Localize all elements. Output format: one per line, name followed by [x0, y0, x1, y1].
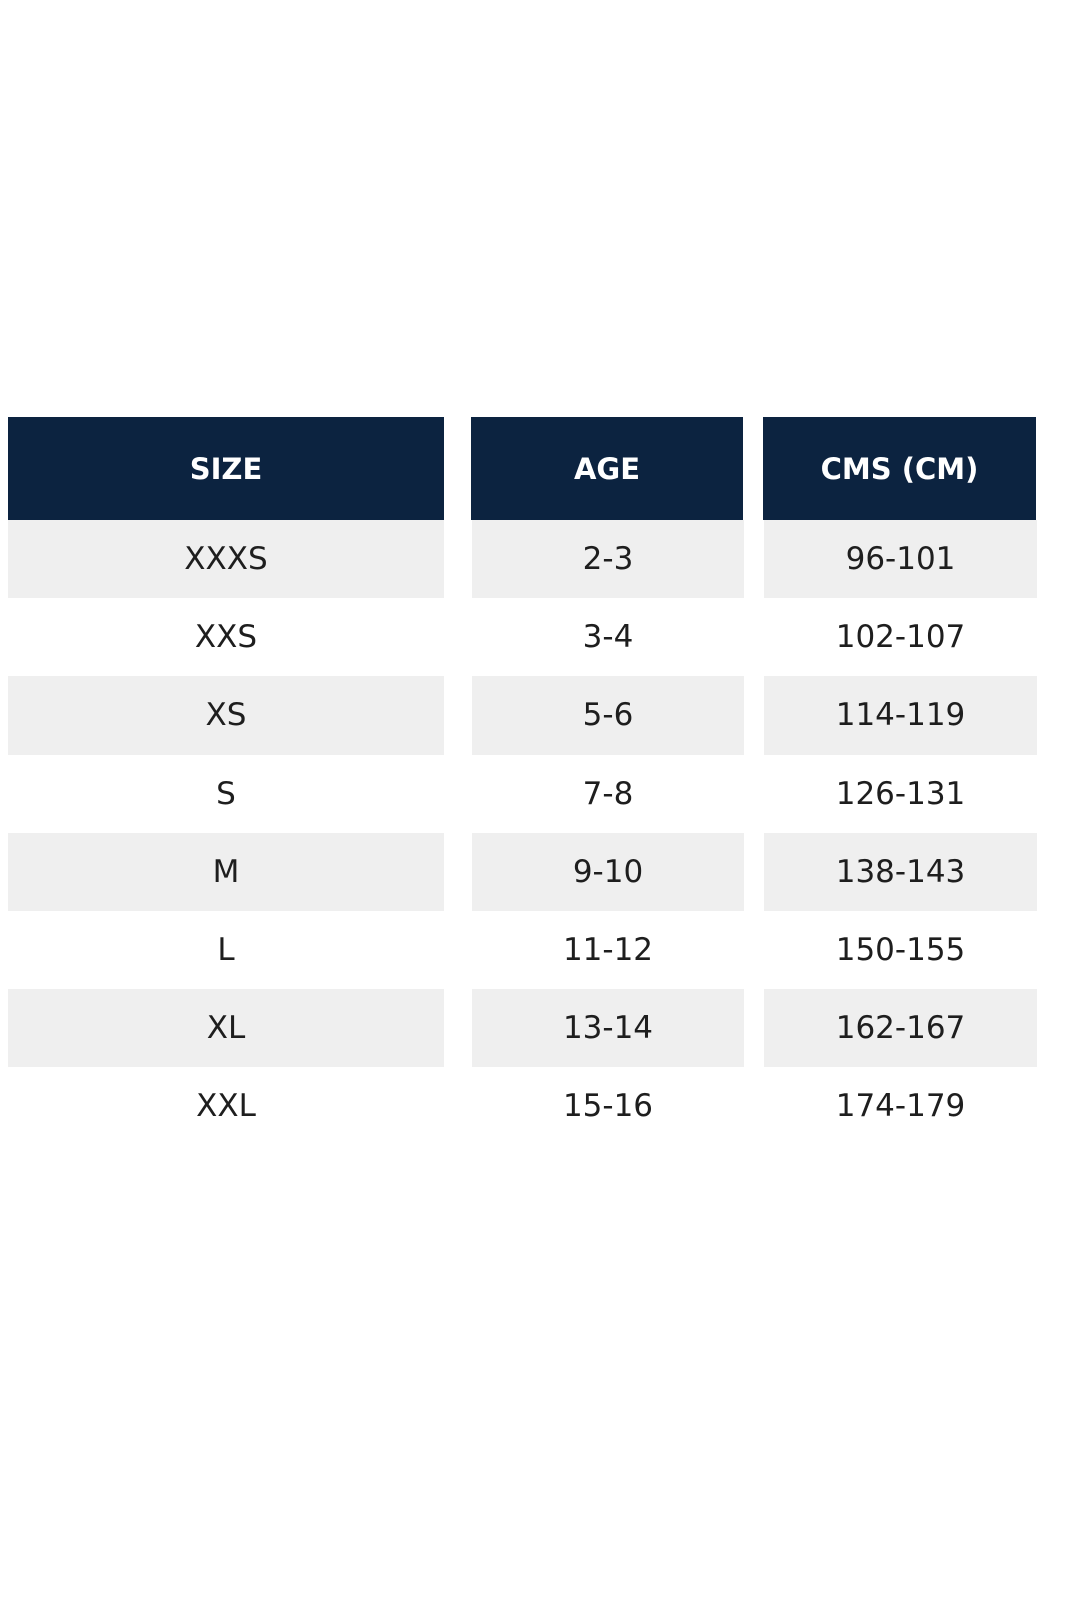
header-cell: CMS (CM) [763, 417, 1036, 520]
header-cell: SIZE [8, 417, 444, 520]
table-cell: 162-167 [764, 989, 1037, 1068]
table-cell: XS [8, 676, 444, 755]
table-cell: 102-107 [835, 619, 966, 656]
table-cell: XXS [194, 619, 258, 656]
table-cell: 11-12 [562, 932, 654, 969]
table-cell: XL [8, 989, 444, 1068]
table-cell: 15-16 [562, 1088, 654, 1125]
table-cell: XXL [196, 1088, 256, 1125]
table-cell: 9-10 [472, 832, 744, 911]
table-cell: XXXS [8, 520, 444, 599]
table-cell: M [8, 832, 444, 911]
table-cell: 3-4 [582, 619, 634, 656]
table-cell: 13-14 [472, 989, 744, 1068]
header-cell: AGE [471, 417, 743, 520]
table-cell: 114-119 [764, 676, 1037, 755]
table-cell: 96-101 [764, 520, 1037, 599]
table-cell: 150-155 [835, 932, 966, 969]
table-cell: 126-131 [835, 775, 966, 812]
table-cell: L [217, 932, 235, 969]
table-cell: S [216, 775, 236, 812]
table-cell: 2-3 [472, 520, 744, 599]
table-cell: 7-8 [582, 775, 634, 812]
table-cell: 138-143 [764, 832, 1037, 911]
table-cell: 174-179 [835, 1088, 966, 1125]
table-cell: 5-6 [472, 676, 744, 755]
